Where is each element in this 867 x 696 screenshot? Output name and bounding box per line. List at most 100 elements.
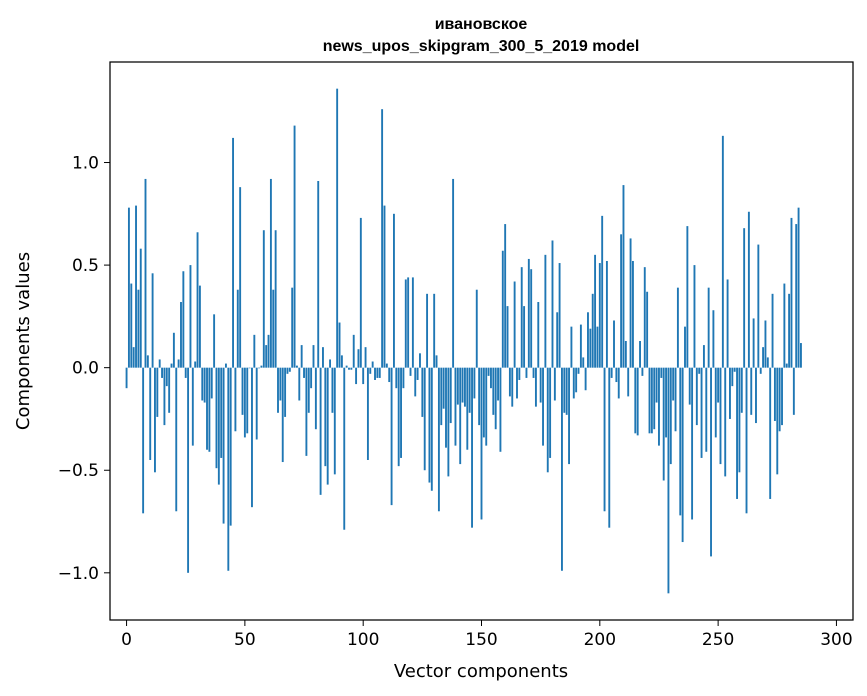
bar <box>144 178 147 368</box>
bar <box>745 367 748 514</box>
bar <box>631 260 634 368</box>
bar <box>397 367 400 467</box>
bar <box>338 322 341 368</box>
bar <box>797 207 800 368</box>
bar <box>662 367 665 481</box>
bar <box>201 367 204 401</box>
x-tick-label: 200 <box>584 630 616 650</box>
bar <box>295 365 298 368</box>
bar <box>423 367 426 471</box>
bar <box>636 367 639 436</box>
bar <box>433 293 436 368</box>
bar <box>506 306 509 368</box>
bar <box>194 361 197 368</box>
y-tick-label: −0.5 <box>58 461 99 481</box>
bar <box>130 283 133 368</box>
bar <box>390 367 393 506</box>
bar <box>598 263 601 368</box>
bar <box>681 367 684 543</box>
bar <box>667 367 670 594</box>
bar <box>736 367 738 499</box>
bar <box>385 363 388 368</box>
bar <box>617 367 620 399</box>
bar <box>281 367 284 463</box>
bar <box>532 367 535 378</box>
bar <box>229 367 232 526</box>
bar <box>620 234 623 368</box>
bar <box>695 367 698 426</box>
bar <box>248 367 251 369</box>
bar <box>426 293 429 368</box>
bar <box>712 310 715 368</box>
bar <box>674 367 677 432</box>
chart-title: ивановское <box>435 16 528 33</box>
bar <box>518 367 521 380</box>
bar <box>151 273 154 368</box>
bar <box>468 367 471 413</box>
bar <box>409 367 412 376</box>
bar <box>215 367 218 469</box>
bar <box>303 367 305 378</box>
bar <box>511 367 514 407</box>
bar <box>480 367 483 520</box>
bar <box>376 367 379 378</box>
bar <box>314 367 317 430</box>
bar <box>350 367 353 370</box>
bar <box>466 367 469 450</box>
bar <box>172 332 175 368</box>
bar <box>721 135 724 368</box>
bar <box>676 287 679 368</box>
bar <box>161 367 163 378</box>
bar <box>478 367 481 426</box>
bar <box>563 367 566 413</box>
bar <box>158 359 161 368</box>
bar <box>705 367 708 452</box>
bar <box>738 367 741 473</box>
bar <box>691 367 694 520</box>
bar <box>788 293 791 368</box>
bar <box>542 367 544 446</box>
bar <box>624 341 627 368</box>
bar <box>463 367 466 407</box>
bar <box>700 367 703 458</box>
bar <box>762 347 765 368</box>
bar <box>253 334 256 368</box>
bar <box>800 343 802 368</box>
bar <box>265 345 268 368</box>
bar <box>206 367 208 450</box>
bar <box>437 367 440 512</box>
x-tick-label: 50 <box>234 630 256 650</box>
bar <box>755 367 757 424</box>
bar <box>710 367 712 557</box>
bar <box>307 367 310 413</box>
bar <box>561 367 563 571</box>
bar <box>461 367 464 403</box>
bar <box>702 345 705 368</box>
bar <box>154 367 156 473</box>
bar <box>454 367 457 446</box>
bar <box>490 367 492 389</box>
bar <box>251 367 253 508</box>
bar <box>227 367 230 571</box>
bar <box>729 367 731 419</box>
bar <box>707 287 710 368</box>
bar <box>177 359 180 368</box>
bar <box>428 367 431 483</box>
bar <box>731 367 734 387</box>
bar <box>288 367 291 372</box>
bar <box>374 367 376 380</box>
bar <box>672 367 675 401</box>
bar <box>714 367 717 438</box>
bar <box>310 367 313 389</box>
bar <box>340 355 343 368</box>
y-tick-label: 0.0 <box>72 359 99 379</box>
bar <box>400 367 402 458</box>
bar <box>776 367 779 475</box>
y-axis-label: Components values <box>13 252 34 430</box>
bar <box>688 367 691 405</box>
bar <box>769 367 772 499</box>
bar <box>660 367 663 378</box>
bar <box>653 367 656 430</box>
bar <box>615 367 618 383</box>
bar <box>414 367 417 397</box>
